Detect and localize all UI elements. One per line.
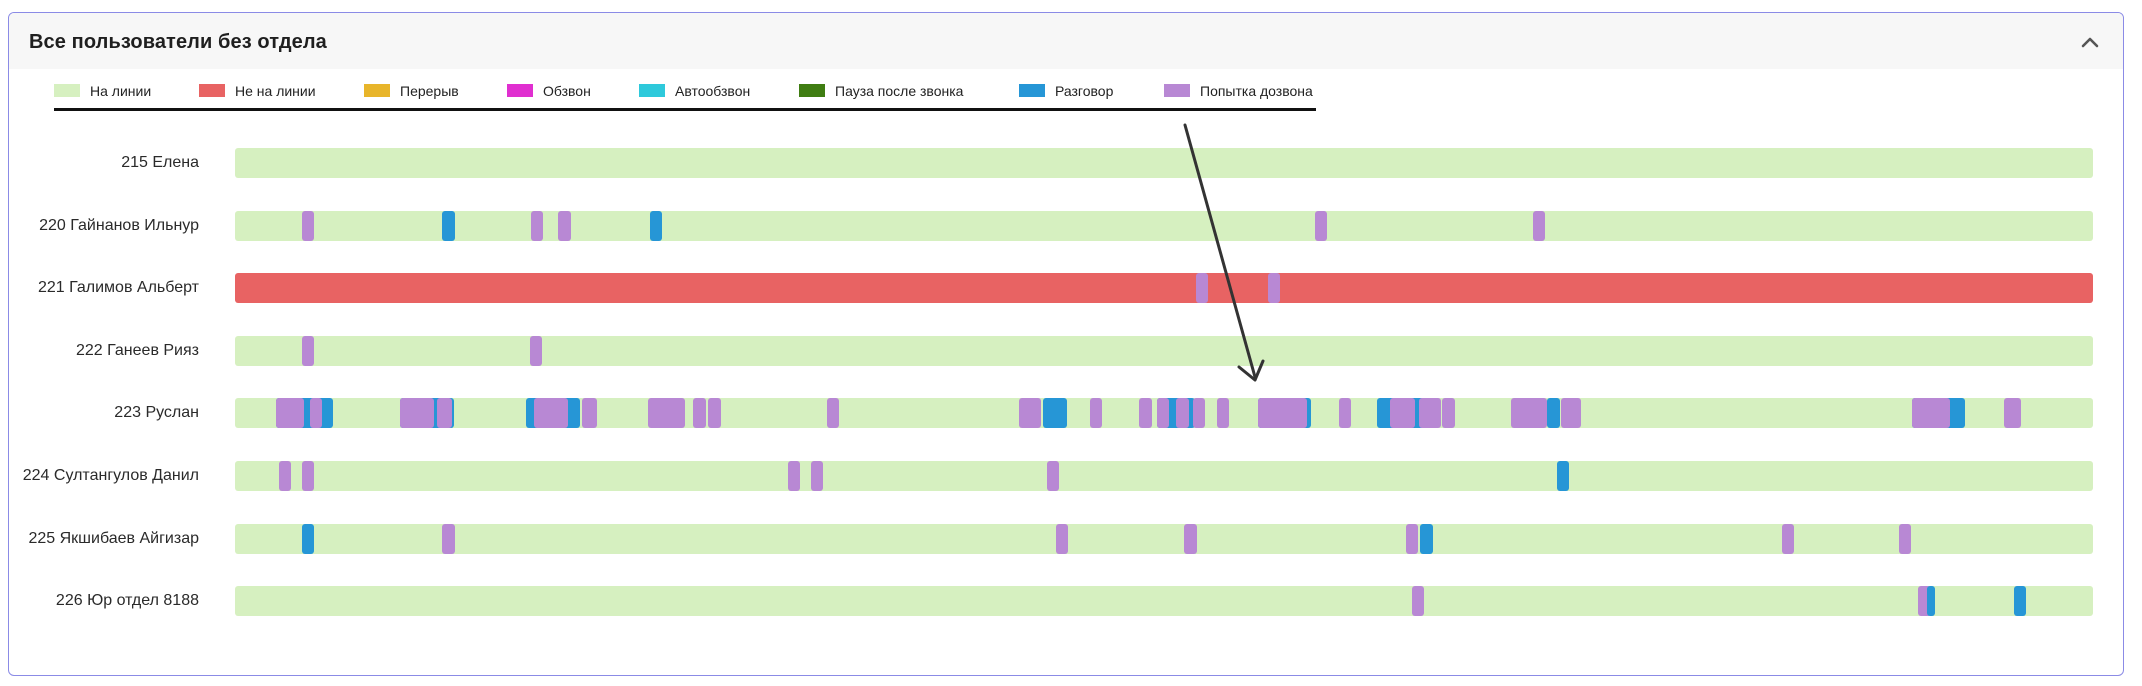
segment-talk[interactable] <box>301 523 314 554</box>
segment-attempt[interactable] <box>787 461 800 491</box>
segment-attempt[interactable] <box>278 461 291 491</box>
legend-swatch <box>199 84 225 97</box>
segment-talk[interactable] <box>1420 523 1433 554</box>
segment-attempt[interactable] <box>1139 398 1152 429</box>
segment-attempt[interactable] <box>1019 398 1042 429</box>
row-label: 221 Галимов Альберт <box>37 279 199 297</box>
row-label: 223 Руслан <box>114 404 199 422</box>
panel-title: Все пользователи без отдела <box>29 31 327 53</box>
legend-label: Попытка дозвона <box>1200 83 1313 99</box>
segment-attempt[interactable] <box>1560 398 1582 429</box>
segment-talk[interactable] <box>2013 586 2027 617</box>
segment-attempt[interactable] <box>1046 461 1059 491</box>
segment-attempt[interactable] <box>1157 398 1170 429</box>
segment-attempt[interactable] <box>1195 273 1209 304</box>
segment-attempt[interactable] <box>1184 523 1197 554</box>
legend-label: Разговор <box>1055 83 1114 99</box>
timeline-track[interactable] <box>235 335 2093 366</box>
timeline-track[interactable] <box>235 210 2093 241</box>
segment-attempt[interactable] <box>1258 398 1308 429</box>
segment-attempt[interactable] <box>1090 398 1103 429</box>
segment-attempt[interactable] <box>708 398 721 429</box>
segment-attempt[interactable] <box>400 398 435 429</box>
segment-attempt[interactable] <box>558 210 571 241</box>
segment-attempt[interactable] <box>533 398 569 429</box>
legend-swatch <box>364 84 390 97</box>
segment-attempt[interactable] <box>1268 273 1281 304</box>
timeline-track[interactable] <box>235 148 2093 178</box>
legend: На линии Не на линии Перерыв Обзвон Автообзв… <box>54 77 1316 111</box>
timeline-track[interactable] <box>235 586 2093 617</box>
row-label: 224 Султангулов Данил <box>22 467 199 484</box>
segment-attempt[interactable] <box>810 461 824 491</box>
segment-attempt[interactable] <box>1419 398 1442 429</box>
timeline-track[interactable] <box>235 461 2093 491</box>
legend-swatch <box>639 84 665 97</box>
segment-attempt[interactable] <box>529 335 543 366</box>
segment-attempt[interactable] <box>693 398 706 429</box>
segment-attempt[interactable] <box>275 398 304 429</box>
segment-attempt[interactable] <box>1911 398 1950 429</box>
timeline-track[interactable] <box>235 398 2093 429</box>
timeline-track[interactable] <box>235 523 2093 554</box>
segment-attempt[interactable] <box>301 461 314 491</box>
chevron-up-icon <box>2081 37 2099 48</box>
segment-talk[interactable] <box>649 210 663 241</box>
segment-attempt[interactable] <box>827 398 840 429</box>
row-label: 226 Юр отдел 8188 <box>55 592 199 610</box>
segment-attempt[interactable] <box>1412 586 1425 617</box>
segment-attempt[interactable] <box>648 398 686 429</box>
legend-swatch <box>507 84 533 97</box>
segment-talk[interactable] <box>442 210 455 241</box>
segment-attempt[interactable] <box>1442 398 1455 429</box>
segment-attempt[interactable] <box>310 398 323 429</box>
timeline-rows: 215 Елена 220 Гайнанов Ильнур 221 Галимов … <box>9 13 2123 675</box>
users-panel: Все пользователи без отдела На линии Не н… <box>8 12 2124 676</box>
legend-swatch <box>799 84 825 97</box>
segment-attempt[interactable] <box>1176 398 1189 429</box>
segment-attempt[interactable] <box>531 210 544 241</box>
segment-attempt[interactable] <box>1056 523 1069 554</box>
segment-attempt[interactable] <box>1314 210 1327 241</box>
segment-attempt[interactable] <box>1510 398 1548 429</box>
panel-header: Все пользователи без отдела <box>9 13 2123 69</box>
segment-attempt[interactable] <box>1192 398 1205 429</box>
segment-attempt[interactable] <box>1390 398 1415 429</box>
legend-label: Перерыв <box>400 83 459 99</box>
segment-attempt[interactable] <box>436 398 452 429</box>
legend-label: Не на линии <box>235 83 316 99</box>
segment-attempt[interactable] <box>581 398 597 429</box>
collapse-button[interactable] <box>2079 31 2101 53</box>
legend-label: Пауза после звонка <box>835 83 964 99</box>
segment-attempt[interactable] <box>1405 523 1418 554</box>
segment-attempt[interactable] <box>2004 398 2021 429</box>
row-label: 220 Гайнанов Ильнур <box>39 216 199 234</box>
segment-talk[interactable] <box>1556 461 1570 491</box>
legend-swatch <box>54 84 80 97</box>
segment-talk[interactable] <box>1547 398 1560 429</box>
segment-attempt[interactable] <box>1532 210 1546 241</box>
legend-swatch <box>1019 84 1045 97</box>
legend-label: Автообзвон <box>675 83 751 99</box>
row-label: 215 Елена <box>121 154 199 171</box>
legend-label: На линии <box>90 83 152 99</box>
segment-attempt[interactable] <box>442 523 455 554</box>
segment-attempt[interactable] <box>301 210 314 241</box>
timeline-track[interactable] <box>235 273 2093 304</box>
segment-talk[interactable] <box>1926 586 1935 617</box>
segment-attempt[interactable] <box>1338 398 1351 429</box>
row-label: 225 Якшибаев Айгизар <box>28 529 199 547</box>
row-label: 222 Ганеев Рияз <box>76 341 199 359</box>
segment-attempt[interactable] <box>1781 523 1795 554</box>
segment-attempt[interactable] <box>1217 398 1230 429</box>
segment-attempt[interactable] <box>1899 523 1912 554</box>
segment-attempt[interactable] <box>301 335 314 366</box>
legend-swatch <box>1164 84 1190 97</box>
legend-label: Обзвон <box>543 83 591 99</box>
segment-talk[interactable] <box>1042 398 1068 429</box>
